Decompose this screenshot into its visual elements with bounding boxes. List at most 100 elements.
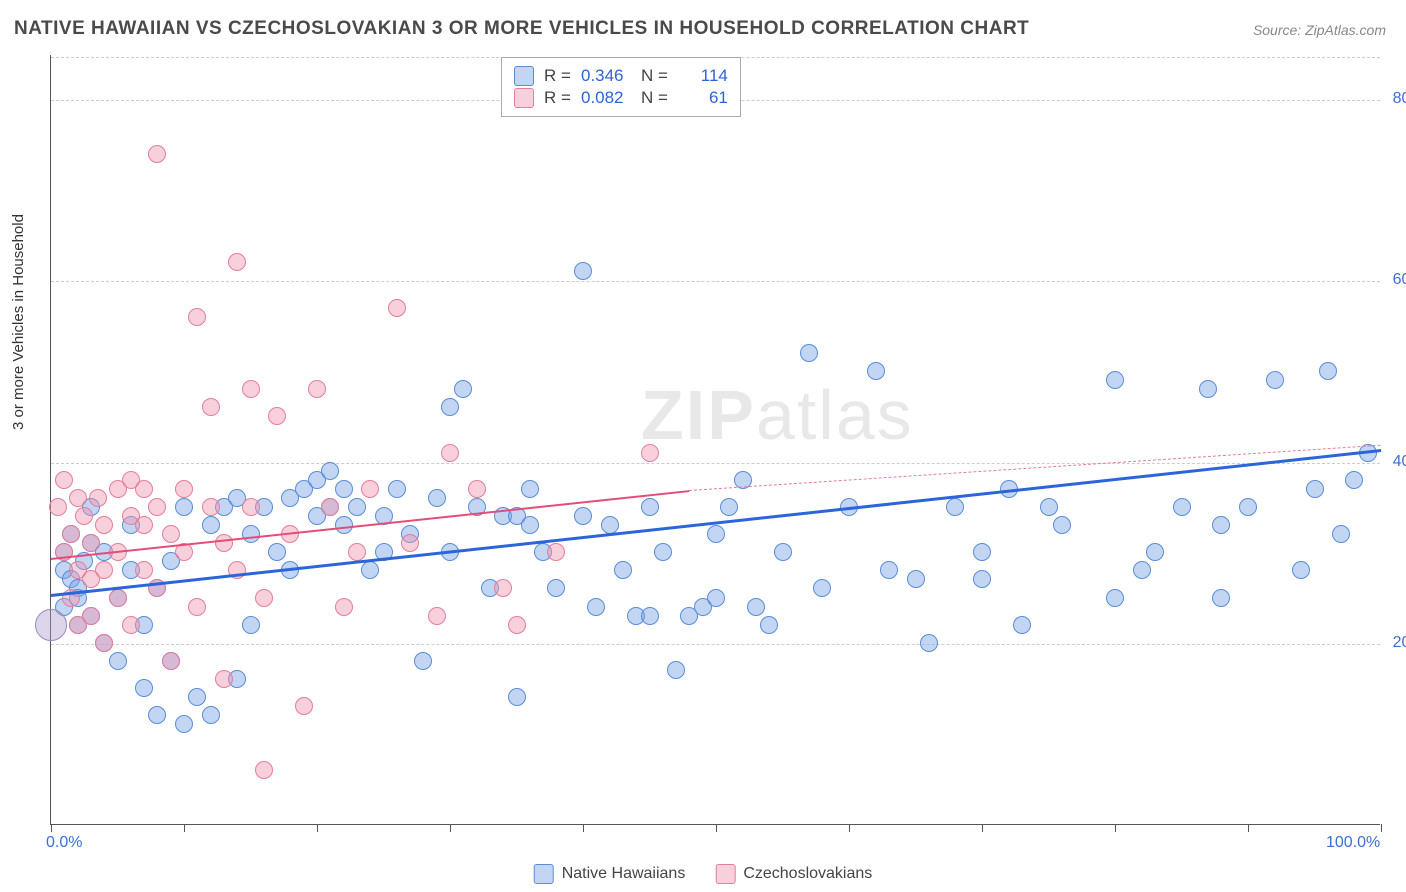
scatter-point: [202, 516, 220, 534]
scatter-point: [135, 561, 153, 579]
scatter-point: [268, 543, 286, 561]
scatter-point: [1319, 362, 1337, 380]
scatter-point: [175, 498, 193, 516]
scatter-point: [69, 489, 87, 507]
scatter-point: [55, 471, 73, 489]
scatter-point: [148, 145, 166, 163]
n-label: N =: [641, 88, 668, 108]
xtick: [1381, 824, 1382, 832]
scatter-point: [242, 380, 260, 398]
scatter-point: [920, 634, 938, 652]
scatter-point: [1013, 616, 1031, 634]
r-label: R =: [544, 66, 571, 86]
legend-bottom: Native Hawaiians Czechoslovakians: [534, 864, 873, 884]
scatter-point: [175, 480, 193, 498]
scatter-point: [880, 561, 898, 579]
scatter-point: [202, 706, 220, 724]
scatter-point: [468, 480, 486, 498]
scatter-point: [215, 534, 233, 552]
legend-swatch-icon: [715, 864, 735, 884]
scatter-point: [82, 607, 100, 625]
scatter-point: [1239, 498, 1257, 516]
scatter-point: [335, 480, 353, 498]
scatter-point-large: [35, 609, 67, 641]
chart-title: NATIVE HAWAIIAN VS CZECHOSLOVAKIAN 3 OR …: [14, 18, 1029, 40]
scatter-point: [1345, 471, 1363, 489]
xtick: [849, 824, 850, 832]
n-label: N =: [641, 66, 668, 86]
scatter-point: [494, 579, 512, 597]
legend-item-czech: Czechoslovakians: [715, 864, 872, 884]
ytick-label: 80.0%: [1388, 90, 1406, 108]
scatter-point: [268, 407, 286, 425]
scatter-point: [454, 380, 472, 398]
scatter-point: [587, 598, 605, 616]
scatter-point: [335, 516, 353, 534]
xtick: [1248, 824, 1249, 832]
scatter-point: [747, 598, 765, 616]
scatter-point: [242, 616, 260, 634]
stats-row: R =0.346N =114: [514, 66, 728, 86]
scatter-point: [202, 498, 220, 516]
scatter-point: [188, 308, 206, 326]
n-value: 114: [678, 66, 728, 86]
legend-label: Czechoslovakians: [743, 865, 872, 883]
scatter-point: [95, 516, 113, 534]
scatter-point: [1053, 516, 1071, 534]
ytick-label: 20.0%: [1388, 634, 1406, 652]
scatter-point: [574, 507, 592, 525]
scatter-plot-area: ZIPatlas 20.0%40.0%60.0%80.0%0.0%100.0%R…: [50, 55, 1380, 825]
r-value: 0.082: [581, 88, 631, 108]
scatter-point: [202, 398, 220, 416]
r-label: R =: [544, 88, 571, 108]
scatter-point: [428, 607, 446, 625]
scatter-point: [109, 589, 127, 607]
legend-item-hawaiians: Native Hawaiians: [534, 864, 686, 884]
scatter-point: [813, 579, 831, 597]
scatter-point: [1106, 589, 1124, 607]
scatter-point: [361, 480, 379, 498]
scatter-point: [521, 480, 539, 498]
scatter-point: [135, 679, 153, 697]
xtick: [450, 824, 451, 832]
gridline: [51, 463, 1380, 464]
scatter-point: [348, 543, 366, 561]
scatter-point: [946, 498, 964, 516]
scatter-point: [1040, 498, 1058, 516]
scatter-point: [973, 570, 991, 588]
legend-label: Native Hawaiians: [562, 865, 686, 883]
scatter-point: [188, 598, 206, 616]
scatter-point: [973, 543, 991, 561]
scatter-point: [1146, 543, 1164, 561]
scatter-point: [255, 761, 273, 779]
scatter-point: [1332, 525, 1350, 543]
scatter-point: [89, 489, 107, 507]
scatter-point: [547, 579, 565, 597]
scatter-point: [62, 525, 80, 543]
scatter-point: [508, 616, 526, 634]
scatter-point: [175, 715, 193, 733]
scatter-point: [148, 706, 166, 724]
scatter-point: [1173, 498, 1191, 516]
scatter-point: [441, 444, 459, 462]
scatter-point: [1212, 589, 1230, 607]
scatter-point: [148, 498, 166, 516]
n-value: 61: [678, 88, 728, 108]
scatter-point: [135, 516, 153, 534]
scatter-point: [1199, 380, 1217, 398]
scatter-point: [162, 652, 180, 670]
scatter-point: [308, 380, 326, 398]
scatter-point: [1292, 561, 1310, 579]
gridline: [51, 281, 1380, 282]
legend-swatch-icon: [514, 88, 534, 108]
scatter-point: [135, 480, 153, 498]
xtick: [716, 824, 717, 832]
scatter-point: [361, 561, 379, 579]
scatter-point: [907, 570, 925, 588]
scatter-point: [1212, 516, 1230, 534]
scatter-point: [667, 661, 685, 679]
scatter-point: [707, 525, 725, 543]
watermark-text: ZIPatlas: [641, 375, 914, 455]
scatter-point: [641, 498, 659, 516]
scatter-point: [49, 498, 67, 516]
